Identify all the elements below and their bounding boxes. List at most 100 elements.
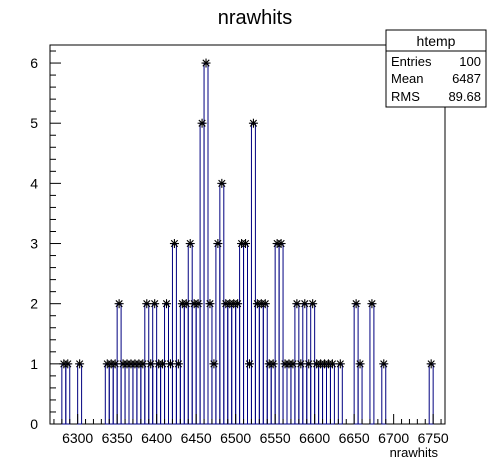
histogram-bar (381, 363, 387, 425)
stats-mean-value: 6487 (452, 71, 481, 86)
histogram-bar (239, 243, 245, 425)
histogram-bar (369, 303, 375, 425)
stats-box-frame (385, 29, 487, 108)
histogram-bar (250, 122, 256, 425)
histogram-bar (270, 363, 276, 425)
data-marker (379, 359, 389, 369)
data-marker (209, 359, 219, 369)
y-tick-label: 1 (30, 356, 38, 372)
data-marker (260, 299, 270, 309)
x-tick-label: 6650 (339, 430, 370, 446)
histogram-bar (191, 303, 197, 425)
histogram-bar (278, 243, 284, 425)
histogram-bar (298, 363, 304, 425)
histogram-bar (337, 363, 343, 425)
data-marker (288, 359, 298, 369)
data-marker (355, 359, 365, 369)
data-marker (426, 359, 436, 369)
data-marker (300, 299, 310, 309)
histogram-bar (290, 363, 296, 425)
histogram-bar (326, 363, 331, 425)
histogram-bar (203, 62, 209, 425)
data-marker (114, 299, 124, 309)
histogram-bar (274, 243, 280, 425)
y-tick-label: 0 (30, 416, 38, 432)
histogram-bar (314, 363, 320, 425)
x-tick-label: 6500 (220, 430, 251, 446)
stats-box-title: htemp (417, 33, 456, 49)
data-marker (292, 299, 302, 309)
x-tick-label: 6450 (181, 430, 212, 446)
stats-box: htemp Entries 100 Mean 6487 RMS 89.68 (385, 29, 487, 108)
stats-entries-value: 100 (459, 54, 481, 69)
data-marker (201, 58, 211, 68)
histogram-bar (286, 363, 292, 425)
stats-mean-label: Mean (391, 71, 424, 86)
histogram-bar (183, 303, 189, 425)
x-tick-label: 6400 (141, 430, 172, 446)
histogram-bar (282, 363, 288, 425)
data-marker (213, 239, 223, 249)
data-marker (241, 239, 251, 249)
data-marker (181, 299, 191, 309)
data-marker (142, 299, 152, 309)
y-axis: 0 1 2 3 4 5 6 (30, 50, 61, 432)
histogram-bar (322, 363, 327, 425)
x-tick-label: 6600 (299, 430, 330, 446)
histogram-bar (65, 363, 71, 425)
data-marker (169, 239, 179, 249)
x-tick-label: 6300 (62, 430, 93, 446)
histogram-bar (266, 363, 272, 425)
data-markers (59, 58, 436, 369)
stats-rms-value: 89.68 (448, 89, 481, 104)
data-marker (244, 359, 254, 369)
histogram-bar (211, 363, 217, 425)
data-marker (296, 359, 306, 369)
histogram-bar (247, 363, 252, 425)
histogram-bar (428, 363, 434, 425)
histogram-bar (104, 363, 110, 425)
stats-entries-label: Entries (391, 54, 432, 69)
histogram-bar (199, 122, 205, 425)
histogram-bar (140, 363, 146, 425)
x-tick-label: 6700 (378, 430, 409, 446)
histogram-bar (112, 363, 118, 425)
data-marker (248, 118, 258, 128)
histogram-bar (136, 363, 142, 425)
histogram-bar (61, 363, 67, 425)
data-marker (185, 239, 195, 249)
histogram-bar (168, 363, 173, 425)
data-marker (308, 299, 318, 309)
histogram-bar (318, 363, 324, 425)
data-marker (150, 299, 160, 309)
histogram-bar (175, 363, 181, 425)
histogram-bar (306, 363, 312, 425)
x-tick-label: 6350 (102, 430, 133, 446)
data-marker (351, 299, 361, 309)
data-marker (217, 178, 227, 188)
data-marker (193, 299, 203, 309)
histogram-bar (329, 363, 335, 425)
data-marker (197, 118, 207, 128)
data-marker (276, 239, 286, 249)
chart-title: nrawhits (218, 7, 292, 29)
histogram-bar (132, 363, 138, 425)
histogram-bar (187, 243, 193, 425)
y-tick-label: 4 (30, 175, 38, 191)
y-tick-label: 3 (30, 236, 38, 252)
data-marker (75, 359, 85, 369)
histogram-bar (77, 363, 83, 425)
histogram-bar (258, 303, 264, 425)
histogram-bar (235, 303, 241, 425)
data-marker (110, 359, 120, 369)
data-marker (165, 359, 175, 369)
histogram-bar (243, 243, 249, 425)
x-tick-label: 6750 (418, 430, 449, 446)
histogram-bar (223, 303, 229, 425)
data-marker (367, 299, 377, 309)
y-tick-label: 2 (30, 296, 38, 312)
histogram-bar (124, 363, 130, 425)
histogram-bar (357, 363, 363, 425)
histogram-bar (120, 363, 126, 425)
